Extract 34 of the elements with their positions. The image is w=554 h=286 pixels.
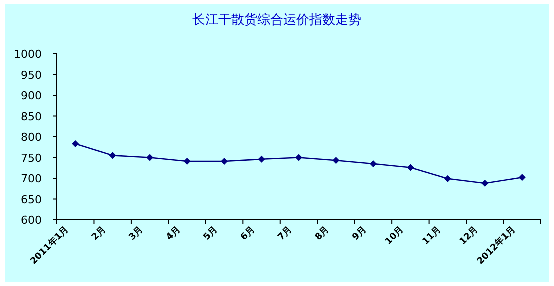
x-tick-label: 6月: [238, 224, 258, 243]
y-tick-label: 900: [21, 90, 42, 102]
point: [407, 164, 414, 172]
x-tick-label: 7月: [276, 224, 295, 243]
y-tick-label: 600: [21, 214, 42, 227]
chart-title: 长江干散货综合运价指数走势: [192, 13, 362, 28]
x-tick-label: 4月: [164, 224, 183, 243]
point: [444, 175, 452, 182]
point: [258, 156, 266, 163]
x-tick-label: 3月: [127, 224, 146, 243]
y-tick-label: 650: [21, 193, 42, 206]
y-tick-label: 700: [21, 172, 42, 186]
point: [146, 154, 154, 162]
y-tick-label: 950: [21, 68, 42, 82]
x-tick-label: 8月: [313, 224, 332, 243]
point: [109, 152, 116, 160]
x-tick-label: 5月: [201, 224, 220, 243]
y-tick-label: 750: [21, 152, 42, 165]
x-tick-label: 2月: [90, 224, 108, 243]
point: [482, 180, 489, 187]
point: [518, 174, 526, 182]
x-tick-label: 12月: [458, 224, 481, 248]
point: [72, 140, 80, 148]
point: [332, 157, 340, 164]
point: [370, 160, 377, 168]
point: [184, 158, 191, 165]
y-tick-label: 850: [21, 110, 42, 124]
point: [296, 154, 302, 162]
x-tick-label: 11月: [420, 224, 444, 248]
y-tick-label: 800: [21, 131, 42, 144]
x-tick-label: 9月: [350, 224, 369, 243]
x-tick-label: 10月: [383, 224, 406, 248]
y-tick-label: 1000: [14, 48, 42, 61]
point: [221, 158, 228, 165]
